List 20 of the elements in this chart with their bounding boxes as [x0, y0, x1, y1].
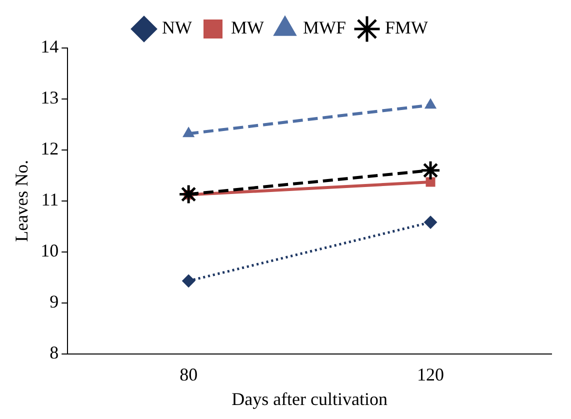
legend-label: FMW [384, 18, 428, 38]
x-tick-label: 80 [180, 364, 198, 384]
legend-label: NW [162, 18, 192, 38]
x-axis-title: Days after cultivation [232, 388, 388, 409]
point [426, 177, 436, 187]
y-tick-label: 11 [41, 190, 59, 210]
legend-label: MWF [302, 18, 346, 38]
y-tick-label: 9 [50, 292, 59, 312]
y-tick-label: 8 [50, 342, 59, 363]
point [178, 184, 199, 205]
y-tick-label: 10 [40, 240, 59, 261]
y-tick-label: 14 [40, 36, 59, 57]
point [424, 216, 438, 229]
point [420, 160, 441, 181]
point [182, 274, 196, 288]
y-tick-label: 12 [40, 138, 59, 159]
legend-label: MW [230, 18, 264, 38]
y-tick-label: 13 [40, 88, 59, 108]
x-tick-label: 120 [417, 364, 444, 384]
y-axis-title: Leaves No. [12, 160, 32, 242]
